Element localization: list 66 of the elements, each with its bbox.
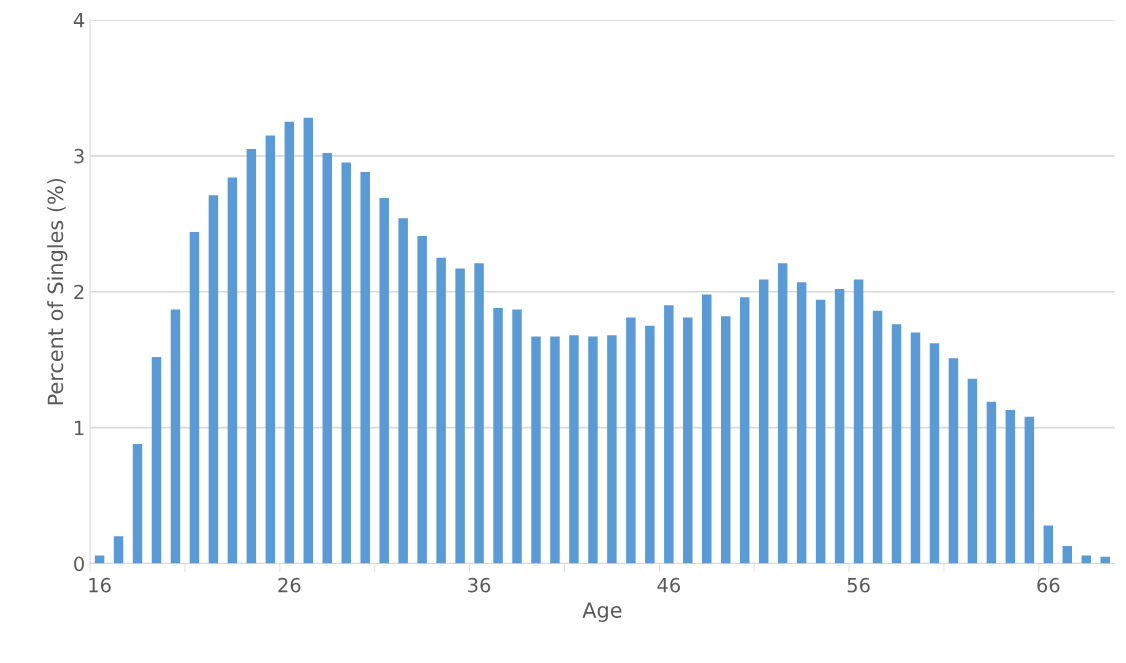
bar bbox=[455, 268, 465, 564]
bar bbox=[189, 231, 200, 564]
x-tick-label: 46 bbox=[657, 577, 680, 593]
bar bbox=[607, 335, 617, 564]
bar bbox=[474, 263, 484, 564]
y-tick-label: 1 bbox=[74, 420, 84, 436]
x-tick-label: 26 bbox=[278, 577, 301, 593]
bar bbox=[967, 378, 978, 564]
bar bbox=[208, 195, 219, 564]
x-axis-title: Age bbox=[582, 602, 622, 622]
y-axis-title: Percent of Singles (%) bbox=[47, 178, 68, 405]
bar bbox=[626, 317, 636, 564]
bar bbox=[151, 356, 162, 564]
bar bbox=[246, 149, 257, 564]
x-tick-label: 16 bbox=[89, 577, 111, 593]
bar bbox=[436, 257, 446, 564]
bar bbox=[322, 153, 333, 564]
y-tick-label: 4 bbox=[73, 13, 85, 28]
bar bbox=[531, 336, 541, 564]
bar bbox=[512, 309, 522, 564]
bar bbox=[265, 135, 276, 564]
bar bbox=[891, 324, 902, 564]
bar bbox=[1043, 525, 1054, 564]
bar bbox=[417, 235, 427, 564]
bar bbox=[872, 310, 883, 564]
bar bbox=[645, 325, 655, 564]
bar bbox=[853, 279, 864, 564]
bar bbox=[758, 279, 769, 564]
bar bbox=[777, 263, 788, 564]
bar bbox=[1024, 416, 1035, 564]
bar bbox=[948, 358, 959, 564]
bar bbox=[1081, 555, 1092, 564]
bar bbox=[986, 401, 997, 564]
bar bbox=[379, 197, 389, 564]
bar bbox=[94, 555, 105, 564]
bar bbox=[113, 536, 124, 564]
x-tick-label: 56 bbox=[847, 577, 870, 593]
bar bbox=[910, 332, 921, 564]
bar bbox=[303, 117, 314, 564]
bar bbox=[1062, 545, 1073, 564]
bar bbox=[493, 308, 503, 564]
bar bbox=[569, 335, 579, 564]
bar bbox=[170, 309, 181, 564]
bar bbox=[132, 443, 143, 564]
bar bbox=[1005, 409, 1016, 564]
bar bbox=[834, 289, 845, 564]
bar bbox=[360, 172, 370, 564]
x-tick-label: 66 bbox=[1037, 577, 1060, 593]
bar bbox=[929, 343, 940, 564]
bar bbox=[284, 121, 295, 564]
bar bbox=[683, 317, 693, 564]
y-tick-label: 3 bbox=[74, 148, 84, 164]
y-tick-label: 2 bbox=[74, 284, 84, 300]
bar bbox=[702, 294, 712, 564]
bar bbox=[398, 218, 408, 564]
bar bbox=[739, 297, 750, 564]
bar bbox=[721, 316, 731, 564]
bar bbox=[796, 282, 807, 564]
bar bbox=[227, 177, 238, 564]
bar bbox=[815, 299, 826, 564]
bar bbox=[588, 336, 598, 564]
y-tick-label: 0 bbox=[74, 556, 84, 572]
x-tick-label: 36 bbox=[468, 577, 491, 593]
bar bbox=[341, 162, 351, 564]
bar bbox=[550, 336, 560, 564]
bar bbox=[664, 305, 674, 564]
